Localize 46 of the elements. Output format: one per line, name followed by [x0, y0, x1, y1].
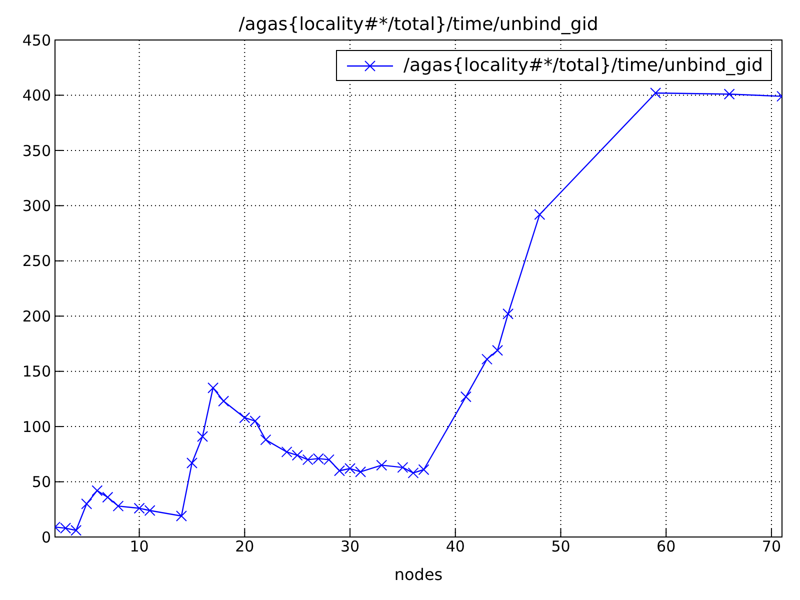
- x-axis-title: nodes: [394, 565, 443, 584]
- y-tick-label: 50: [32, 473, 51, 492]
- point: [376, 460, 388, 471]
- point: [218, 396, 230, 407]
- x-tick-label: 60: [656, 538, 676, 556]
- x-tick-label: 50: [551, 538, 570, 556]
- point: [492, 344, 504, 356]
- point: [534, 209, 546, 220]
- y-tick-label: 100: [22, 418, 51, 436]
- chart-title: /agas{locality#*/total}/time/unbind_gid: [238, 14, 600, 35]
- point: [397, 462, 408, 473]
- point: [408, 467, 419, 478]
- y-tick-label: 0: [41, 528, 51, 546]
- point: [176, 510, 187, 522]
- point: [460, 391, 472, 402]
- point: [355, 466, 366, 478]
- y-tick-label: 200: [22, 307, 51, 326]
- point: [208, 382, 219, 394]
- x-tick-label: 20: [235, 538, 254, 556]
- point: [281, 446, 292, 458]
- point: [197, 430, 208, 442]
- y-tick-label: 300: [22, 196, 51, 215]
- point: [239, 412, 250, 424]
- point: [81, 498, 92, 510]
- point: [260, 434, 272, 446]
- point: [724, 88, 735, 100]
- point: [186, 458, 198, 468]
- x-tick-label: 10: [130, 538, 149, 556]
- y-tick-label: 400: [22, 86, 51, 105]
- x-tick-label: 30: [340, 538, 360, 556]
- point: [481, 354, 492, 365]
- point: [292, 450, 303, 461]
- x-tick-label: 70: [762, 538, 782, 556]
- point: [250, 416, 261, 427]
- legend-label: /agas{locality#*/total}/time/unbind_gid: [403, 55, 763, 76]
- point: [502, 308, 514, 320]
- point: [418, 464, 430, 476]
- point: [102, 492, 114, 503]
- x-tick-label: 40: [446, 538, 465, 556]
- point: [112, 500, 124, 512]
- point: [92, 485, 103, 496]
- point: [650, 88, 662, 99]
- y-tick-label: 150: [22, 362, 51, 381]
- y-tick-label: 250: [22, 252, 51, 270]
- y-tick-label: 350: [22, 142, 51, 160]
- y-tick-label: 450: [22, 31, 51, 50]
